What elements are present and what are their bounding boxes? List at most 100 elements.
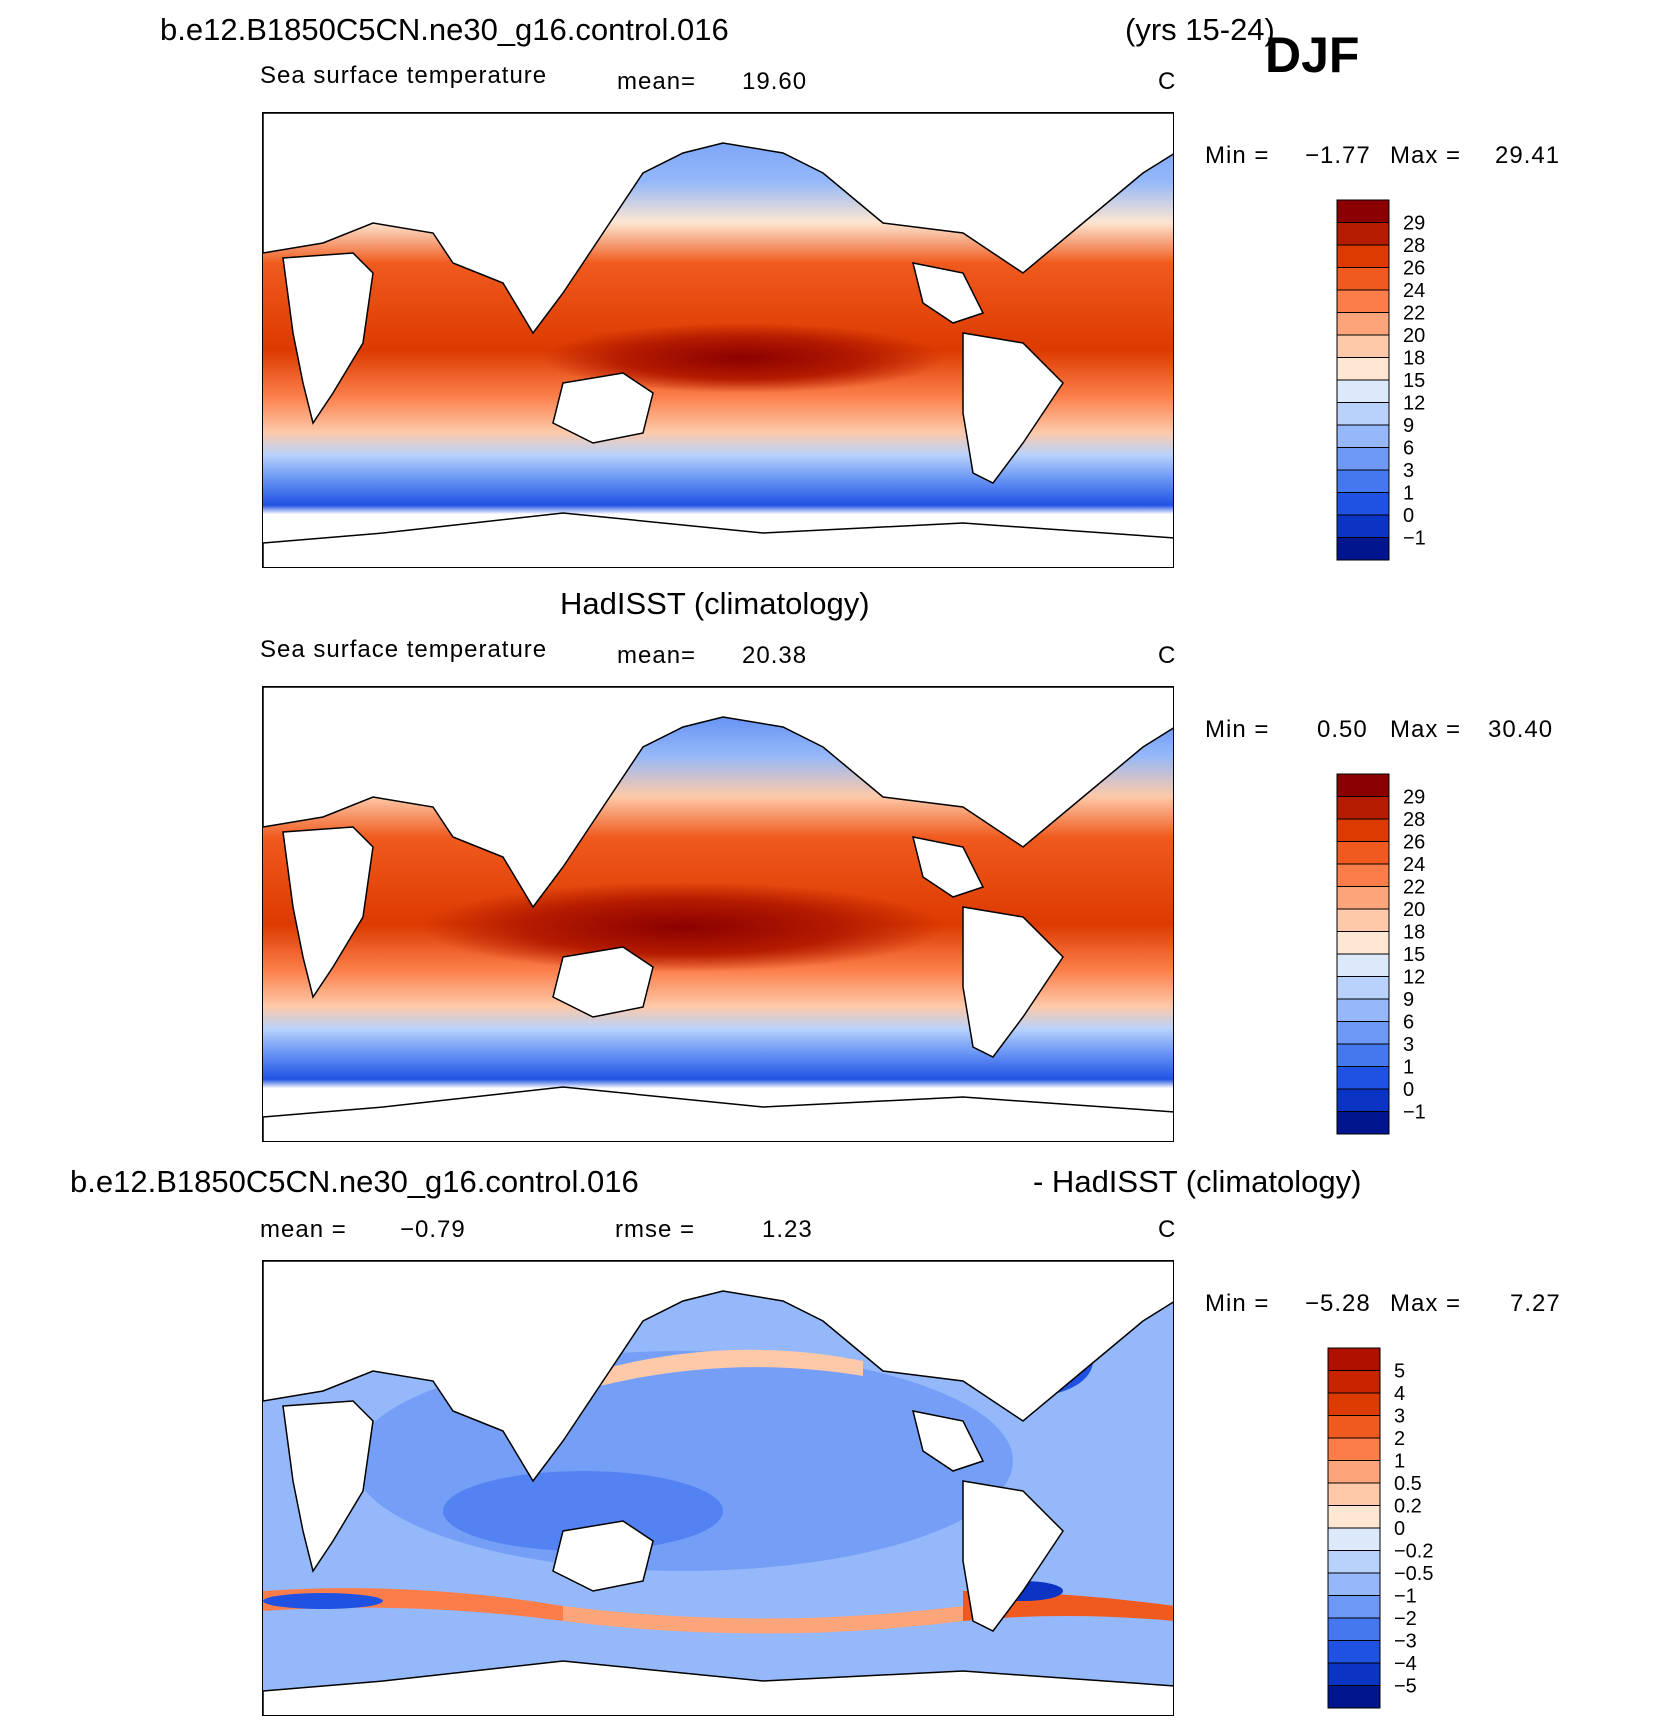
colorbar-swatch [1327,1482,1381,1506]
colorbar-tick-label: 0 [1403,505,1414,527]
colorbar-tick-label: 3 [1394,1406,1405,1428]
colorbar-tick-label: 26 [1403,832,1425,854]
colorbar-swatch [1336,1088,1390,1112]
colorbar-swatch [1336,199,1390,223]
panel3-mean-value: −0.79 [400,1216,466,1243]
colorbar-tick-label: 3 [1403,460,1414,482]
colorbar-panel1: 29 28 26 24 22 20 18 15 12 9 6 3 1 0 −1 [1336,199,1467,569]
panel3-rmse-value: 1.23 [762,1216,813,1243]
colorbar-tick-label: 6 [1403,1012,1414,1034]
colorbar-tick-label: 4 [1394,1383,1405,1405]
colorbar-swatch [1336,469,1390,493]
colorbar-tick-label: 29 [1403,213,1425,235]
colorbar-tick-label: −1 [1403,528,1426,550]
colorbar-swatch [1327,1550,1381,1574]
colorbar-swatch [1336,537,1390,561]
colorbar-tick-label: 15 [1403,370,1425,392]
panel1-units: C [1158,68,1177,95]
colorbar-tick-label: 3 [1403,1034,1414,1056]
panel3-units: C [1158,1216,1177,1243]
colorbar-swatch [1327,1662,1381,1686]
panel3-max-label: Max = [1390,1290,1462,1317]
colorbar-tick-label: 6 [1403,438,1414,460]
colorbar-swatch [1327,1685,1381,1709]
colorbar-tick-label: 18 [1403,348,1425,370]
colorbar-tick-label: 20 [1403,325,1425,347]
colorbar-tick-label: 1 [1403,1057,1414,1079]
colorbar-panel2: 29 28 26 24 22 20 18 15 12 9 6 3 1 0 −1 [1336,773,1467,1143]
case-title: b.e12.B1850C5CN.ne30_g16.control.016 [160,12,729,47]
years-label: (yrs 15-24) [1125,12,1275,47]
colorbar-tick-label: −1 [1394,1586,1417,1608]
panel1-map [262,112,1174,568]
colorbar-swatch [1336,424,1390,448]
colorbar-swatch [1327,1370,1381,1394]
colorbar-tick-label: −3 [1394,1631,1417,1653]
panel2-map [262,686,1174,1142]
colorbar-tick-label: 28 [1403,235,1425,257]
colorbar-tick-label: 28 [1403,809,1425,831]
panel2-units: C [1158,642,1177,669]
colorbar-swatch [1336,863,1390,887]
colorbar-swatch [1336,514,1390,538]
colorbar-tick-label: 22 [1403,303,1425,325]
panel2-subtitle: Sea surface temperature [260,636,548,663]
panel3-rmse-label: rmse = [615,1216,696,1243]
colorbar-tick-label: 9 [1403,415,1414,437]
colorbar-tick-label: 0 [1403,1079,1414,1101]
panel1-max-value: 29.41 [1495,142,1561,169]
panel1-max-label: Max = [1390,142,1462,169]
colorbar-swatch [1336,222,1390,246]
colorbar-swatch [1336,976,1390,1000]
colorbar-swatch [1336,357,1390,381]
colorbar-swatch [1336,953,1390,977]
colorbar-tick-label: −0.2 [1394,1541,1433,1563]
colorbar-tick-label: 1 [1403,483,1414,505]
colorbar-tick-label: 15 [1403,944,1425,966]
colorbar-swatch [1336,492,1390,516]
colorbar-swatch [1336,334,1390,358]
panel3-map [262,1260,1174,1716]
colorbar-swatch [1336,312,1390,336]
colorbar-swatch [1336,818,1390,842]
panel1-min-value: −1.77 [1305,142,1371,169]
colorbar-tick-label: 2 [1394,1428,1405,1450]
colorbar-swatch [1336,796,1390,820]
panel2-mean-value: 20.38 [742,642,808,669]
colorbar-swatch [1336,289,1390,313]
colorbar-swatch [1336,841,1390,865]
panel1-mean-value: 19.60 [742,68,808,95]
colorbar-tick-label: −0.5 [1394,1563,1433,1585]
colorbar-panel3: 5 4 3 2 1 0.5 0.2 0 −0.2 −0.5 −1 −2 −3 −4 −5 [1327,1347,1458,1717]
colorbar-tick-label: −1 [1403,1102,1426,1124]
colorbar-swatch [1327,1460,1381,1484]
colorbar-tick-label: 26 [1403,258,1425,280]
panel2-max-value: 30.40 [1488,716,1554,743]
colorbar-swatch [1336,402,1390,426]
colorbar-swatch [1336,908,1390,932]
colorbar-swatch [1327,1572,1381,1596]
colorbar-tick-label: 0.5 [1394,1473,1422,1495]
panel3-max-value: 7.27 [1510,1290,1561,1317]
colorbar-tick-label: 24 [1403,854,1425,876]
season-label: DJF [1265,27,1360,83]
colorbar-swatch [1327,1505,1381,1529]
colorbar-swatch [1336,1066,1390,1090]
panel2-min-value: 0.50 [1317,716,1368,743]
panel1-mean-label: mean= [617,68,697,95]
colorbar-tick-label: 24 [1403,280,1425,302]
colorbar-tick-label: −2 [1394,1608,1417,1630]
panel2-max-label: Max = [1390,716,1462,743]
colorbar-swatch [1327,1617,1381,1641]
colorbar-swatch [1336,267,1390,291]
panel2-title: HadISST (climatology) [560,586,870,621]
colorbar-swatch [1327,1595,1381,1619]
colorbar-swatch [1336,931,1390,955]
panel3-title-right: - HadISST (climatology) [1033,1164,1362,1199]
colorbar-swatch [1336,998,1390,1022]
colorbar-tick-label: 29 [1403,787,1425,809]
colorbar-tick-label: 0.2 [1394,1496,1422,1518]
panel1-min-label: Min = [1205,142,1270,169]
